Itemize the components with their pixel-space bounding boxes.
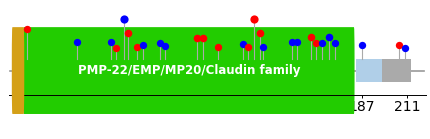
- Point: [332, 42, 338, 44]
- Point: [326, 36, 333, 38]
- Point: [113, 47, 120, 49]
- Point: [294, 41, 301, 43]
- Point: [124, 32, 131, 35]
- Point: [156, 42, 163, 44]
- Point: [107, 41, 114, 43]
- Point: [288, 41, 295, 43]
- Point: [215, 46, 221, 48]
- Point: [358, 44, 365, 46]
- Point: [313, 42, 319, 44]
- Point: [239, 43, 246, 45]
- Point: [73, 41, 80, 43]
- Point: [139, 44, 146, 46]
- Point: [402, 47, 408, 49]
- Point: [162, 45, 169, 47]
- Point: [24, 28, 31, 30]
- Bar: [356, 59, 382, 82]
- Point: [256, 32, 263, 35]
- Text: PMP-22/EMP/MP20/Claudin family: PMP-22/EMP/MP20/Claudin family: [77, 64, 300, 77]
- Point: [194, 37, 201, 39]
- Bar: [382, 59, 411, 82]
- FancyBboxPatch shape: [12, 27, 24, 114]
- Point: [307, 36, 314, 38]
- Point: [133, 46, 140, 48]
- Point: [120, 18, 127, 20]
- Point: [245, 46, 252, 48]
- Point: [200, 37, 206, 39]
- Point: [260, 46, 267, 48]
- Point: [319, 42, 326, 44]
- FancyBboxPatch shape: [23, 27, 355, 114]
- Point: [396, 44, 403, 46]
- Point: [251, 18, 258, 20]
